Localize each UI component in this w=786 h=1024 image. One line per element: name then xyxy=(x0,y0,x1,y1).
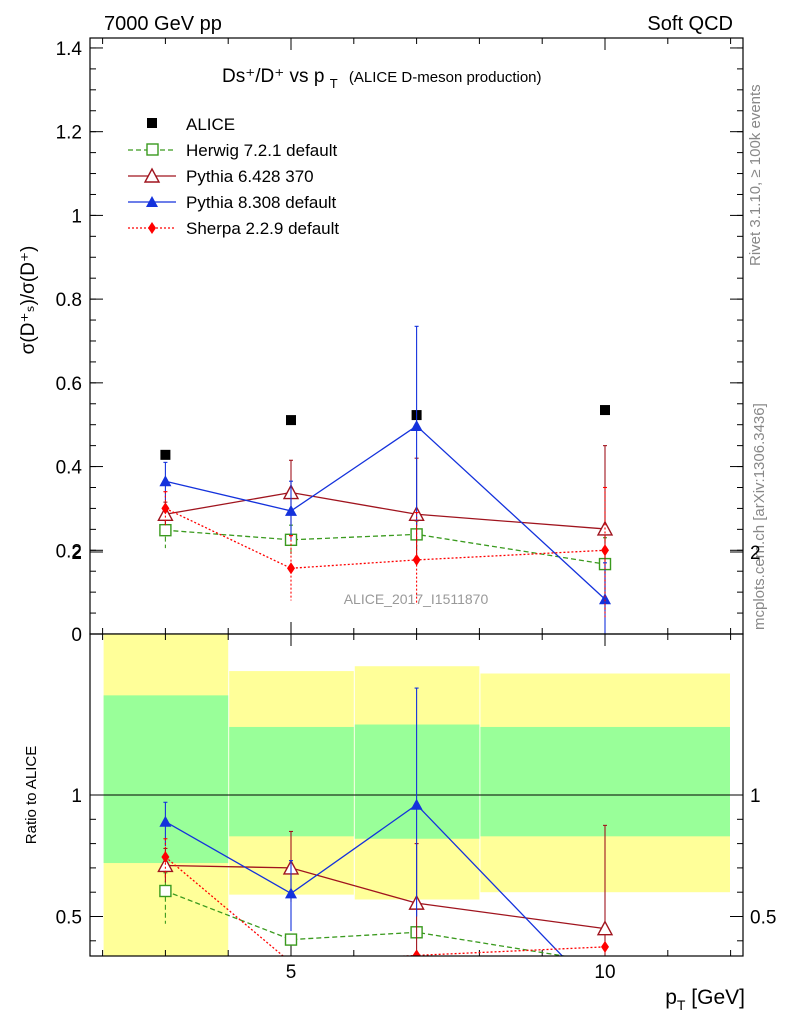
main-point-alice xyxy=(160,449,171,460)
main-point-herwig-7-2-1-default xyxy=(159,523,172,537)
main-ytick-label: 0.2 xyxy=(56,541,82,562)
main-point-sherpa-2-2-9-default xyxy=(601,544,609,557)
ratio-ytick-label: 1 xyxy=(71,786,82,807)
legend-pythia8: Pythia 8.308 default xyxy=(128,193,337,212)
ratio-line-sherpa-2-2-9-default xyxy=(164,856,606,956)
x-axis-label: pT [GeV] xyxy=(665,986,745,1013)
main-ylabel: σ(D⁺ₛ)/σ(D⁺) xyxy=(18,246,39,355)
main-point-pythia-8-308-default xyxy=(159,475,172,487)
ratio-band-inner xyxy=(229,726,354,837)
main-ytick-label: 0.4 xyxy=(56,458,83,479)
legend-sherpa-marker xyxy=(148,222,156,234)
ratio-ytick-label-right: 0.5 xyxy=(750,908,776,929)
main-line-pythia-8-308-default xyxy=(165,425,606,600)
ratio-panel: 0.5 0.5 1 1 2 2 Ratio to ALICE xyxy=(23,543,776,957)
ratio-ytick-label: 0.5 xyxy=(56,908,82,929)
main-series-pythia-8-308-default xyxy=(159,325,611,634)
main-point-alice xyxy=(286,415,296,426)
main-ytick-label: 0.6 xyxy=(56,374,82,395)
main-line-pythia-6-428-370 xyxy=(165,491,606,530)
legend-alice-marker xyxy=(147,118,157,128)
main-point-pythia-8-308-default xyxy=(410,419,423,431)
ratio-ytick-label: 2 xyxy=(71,543,82,564)
main-ytick-label: 1.4 xyxy=(56,39,83,60)
main-panel: Ds⁺/D⁺ vs p T (ALICE D-meson production)… xyxy=(18,37,744,646)
main-line-herwig-7-2-1-default xyxy=(165,529,606,565)
legend-alice-label: ALICE xyxy=(186,115,235,134)
legend-pythia8-label: Pythia 8.308 default xyxy=(186,193,337,212)
main-point-sherpa-2-2-9-default xyxy=(287,562,295,575)
ratio-frame xyxy=(89,633,744,957)
ratio-series-sherpa-2-2-9-default xyxy=(161,838,609,956)
main-series-alice xyxy=(160,405,610,460)
legend-sherpa-label: Sherpa 2.2.9 default xyxy=(186,219,339,238)
ratio-line-pythia-6-428-370 xyxy=(165,864,606,930)
ratio-point-sherpa-2-2-9-default xyxy=(601,940,609,953)
ratio-line-pythia-8-308-default xyxy=(165,803,564,956)
legend-herwig: Herwig 7.2.1 default xyxy=(128,141,337,160)
main-ytick-label: 1 xyxy=(71,206,82,227)
main-line-sherpa-2-2-9-default xyxy=(165,507,606,569)
legend-herwig-label: Herwig 7.2.1 default xyxy=(186,141,337,160)
analysis-watermark: ALICE_2017_I1511870 xyxy=(344,591,489,607)
ratio-point-herwig-7-2-1-default xyxy=(284,933,298,946)
ratio-point-pythia-8-308-default xyxy=(159,815,172,827)
legend-sherpa: Sherpa 2.2.9 default xyxy=(128,219,339,238)
ratio-ytick-label-right: 2 xyxy=(750,543,761,564)
legend-pythia6: Pythia 6.428 370 xyxy=(128,167,314,186)
header-collision: 7000 GeV pp xyxy=(104,13,222,35)
header-category: Soft QCD xyxy=(647,13,733,35)
legend-pythia6-label: Pythia 6.428 370 xyxy=(186,167,314,186)
legend-herwig-marker xyxy=(146,143,159,156)
main-point-sherpa-2-2-9-default xyxy=(161,502,170,515)
main-point-pythia-8-308-default xyxy=(285,504,297,516)
main-point-alice xyxy=(600,405,610,416)
main-point-pythia-8-308-default xyxy=(599,593,611,605)
main-ytick-label: 1.2 xyxy=(56,123,82,144)
ratio-point-sherpa-2-2-9-default xyxy=(161,850,170,863)
legend-pythia6-marker xyxy=(143,167,161,183)
ratio-ytick-label-right: 1 xyxy=(750,786,761,807)
x-tick-label: 5 xyxy=(286,962,297,983)
main-point-sherpa-2-2-9-default xyxy=(412,553,421,566)
main-ytick-label: 0.8 xyxy=(56,290,82,311)
ratio-series-pythia-8-308-default xyxy=(159,687,564,956)
ratio-point-herwig-7-2-1-default xyxy=(159,884,172,898)
legend: ALICE Herwig 7.2.1 default Pythia 6.428 … xyxy=(128,115,339,238)
ratio-line-herwig-7-2-1-default xyxy=(165,890,568,956)
ratio-point-pythia-6-428-370 xyxy=(596,920,614,936)
mcplots-label: mcplots.cern.ch [arXiv:1306.3436] xyxy=(751,403,768,630)
legend-pythia8-marker xyxy=(146,196,158,207)
ratio-point-pythia-8-308-default xyxy=(410,798,423,810)
x-tick-label: 10 xyxy=(594,962,615,983)
main-series-pythia-6-428-370 xyxy=(157,445,614,611)
ratio-point-sherpa-2-2-9-default xyxy=(412,949,421,956)
legend-alice: ALICE xyxy=(147,115,235,134)
main-title: Ds⁺/D⁺ vs p T (ALICE D-meson production) xyxy=(222,66,542,93)
ratio-band-inner xyxy=(480,726,730,837)
ratio-ylabel: Ratio to ALICE xyxy=(23,746,40,844)
rivet-label: Rivet 3.1.10, ≥ 100k events xyxy=(747,84,764,266)
ratio-point-pythia-8-308-default xyxy=(285,887,297,899)
main-ytick-label: 0 xyxy=(71,625,82,646)
main-series-sherpa-2-2-9-default xyxy=(161,486,609,618)
